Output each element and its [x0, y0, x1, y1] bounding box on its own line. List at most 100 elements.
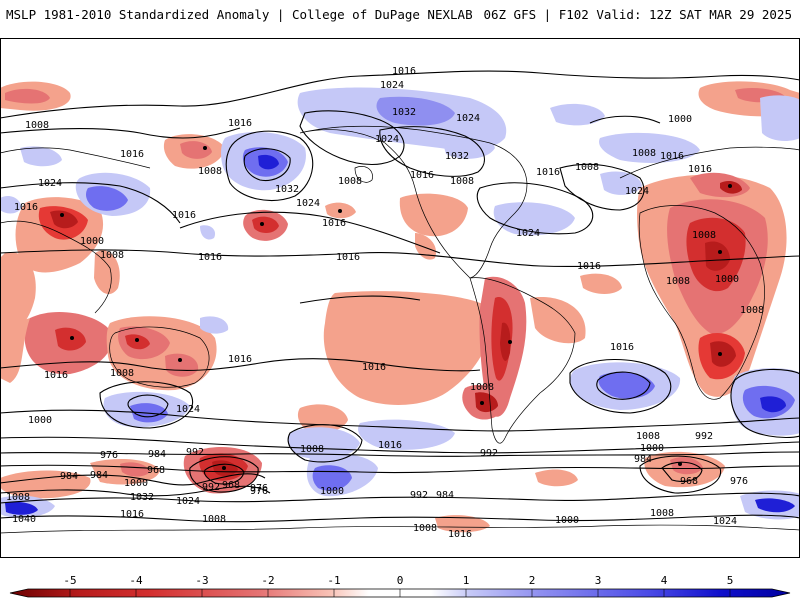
isobar-label: 1016 — [336, 252, 360, 263]
isobar-label: 1024 — [176, 404, 200, 415]
isobar-label: 1008 — [100, 250, 124, 261]
isobar-label: 984 — [90, 470, 108, 481]
isobar-label: 1016 — [448, 529, 472, 540]
isobar-label: 984 — [634, 454, 652, 465]
isobar-label: 1016 — [378, 440, 402, 451]
isobar-label: 1024 — [380, 80, 404, 91]
isobar-label: 992 — [186, 447, 204, 458]
isobar-label: 984 — [436, 490, 454, 501]
isobar-label: 1032 — [275, 184, 299, 195]
colorbar-tick-label: 1 — [463, 574, 470, 587]
isobar-label: 1032 — [392, 107, 416, 118]
isobar-label: 1024 — [176, 496, 200, 507]
isobar-contours — [0, 70, 800, 523]
isobar-label: 1008 — [6, 492, 30, 503]
colorbar-tick-label: -1 — [327, 574, 340, 587]
isobar-label: 1000 — [320, 486, 344, 497]
isobar-label: 968 — [147, 465, 165, 476]
map-panel: 1016 1024 1008 1016 1016 1008 1032 1024 … — [0, 38, 800, 558]
isobar-label: 1024 — [456, 113, 480, 124]
isobar-label: 1008 — [470, 382, 494, 393]
isobar-label: 976 — [250, 483, 268, 494]
isobar-label: 1008 — [202, 514, 226, 525]
isobar-label: 1008 — [650, 508, 674, 519]
isobar-label: 984 — [60, 471, 78, 482]
colorbar-tick-label: -2 — [261, 574, 274, 587]
isobar-label: 1016 — [120, 509, 144, 520]
isobar-label: 1008 — [198, 166, 222, 177]
isobar-label: 992 — [202, 482, 220, 493]
isobar-label: 1016 — [610, 342, 634, 353]
isobar-label: 1008 — [413, 523, 437, 534]
isobar-label: 1000 — [715, 274, 739, 285]
colorbar: -5 -4 -3 -2 -1 0 1 2 3 4 5 — [9, 570, 791, 600]
isobar-label: 1000 — [555, 515, 579, 526]
isobar-label: 992 — [410, 490, 428, 501]
isobar-label: 1016 — [688, 164, 712, 175]
isobar-label: 1008 — [575, 162, 599, 173]
isobar-label: 984 — [148, 449, 166, 460]
isobar-label: 1016 — [362, 362, 386, 373]
isobar-label: 1000 — [668, 114, 692, 125]
isobar-label: 1008 — [636, 431, 660, 442]
isobar-label: 1024 — [625, 186, 649, 197]
isobar-label: 1000 — [80, 236, 104, 247]
isobar-label: 1040 — [12, 514, 36, 525]
positive-anomaly-shading — [0, 87, 800, 520]
isobar-label: 1008 — [25, 120, 49, 131]
isobar-label: 1000 — [124, 478, 148, 489]
isobar-label: 1008 — [110, 368, 134, 379]
isobar-label: 1016 — [536, 167, 560, 178]
isobar-label: 1024 — [296, 198, 320, 209]
coastlines — [0, 125, 800, 534]
isobar-label: 1016 — [660, 151, 684, 162]
isobar-label: 1016 — [322, 218, 346, 229]
isobar-label: 1016 — [198, 252, 222, 263]
isobar-label: 1008 — [300, 444, 324, 455]
colorbar-tick-label: 4 — [661, 574, 668, 587]
isobar-label: 1024 — [38, 178, 62, 189]
pressure-center-marks — [60, 146, 732, 470]
map-title: MSLP 1981-2010 Standardized Anomaly | Co… — [6, 7, 473, 22]
isobar-label: 1016 — [44, 370, 68, 381]
isobar-label: 1008 — [338, 176, 362, 187]
isobar-label: 1016 — [120, 149, 144, 160]
colorbar-tick-label: 3 — [595, 574, 602, 587]
isobar-label: 976 — [250, 486, 268, 497]
isobar-label: 1008 — [632, 148, 656, 159]
isobar-label: 976 — [100, 450, 118, 461]
isobar-label: 1032 — [130, 492, 154, 503]
isobar-label: 1024 — [375, 134, 399, 145]
isobar-label: 1016 — [14, 202, 38, 213]
isobar-label: 968 — [222, 480, 240, 491]
colorbar-tick-label: -4 — [129, 574, 143, 587]
colorbar-ticks: -5 -4 -3 -2 -1 0 1 2 3 4 5 — [63, 574, 733, 597]
isobar-label: 1016 — [172, 210, 196, 221]
isobar-label: 1008 — [692, 230, 716, 241]
isobar-label: 1000 — [640, 443, 664, 454]
colorbar-tick-label: -5 — [63, 574, 76, 587]
colorbar-graphic: -5 -4 -3 -2 -1 0 1 2 3 4 5 — [9, 574, 791, 598]
valid-time-label: 06Z GFS | F102 Valid: 12Z SAT MAR 29 202… — [483, 7, 792, 22]
isobar-label: 992 — [480, 448, 498, 459]
isobar-label: 1024 — [516, 228, 540, 239]
isobar-label: 1024 — [713, 516, 737, 527]
negative-anomaly-shading — [0, 81, 800, 533]
isobar-label: 1000 — [28, 415, 52, 426]
isobar-labels: 1016 1024 1008 1016 1016 1008 1032 1024 … — [6, 66, 764, 540]
header: MSLP 1981-2010 Standardized Anomaly | Co… — [0, 0, 800, 30]
isobar-label: 1016 — [392, 66, 416, 77]
isobar-label: 1008 — [666, 276, 690, 287]
isobar-label: 1008 — [740, 305, 764, 316]
isobar-label: 1016 — [577, 261, 601, 272]
colorbar-tick-label: 2 — [529, 574, 536, 587]
colorbar-tick-label: -3 — [195, 574, 208, 587]
isobar-label: 968 — [680, 476, 698, 487]
isobar-label: 1016 — [410, 170, 434, 181]
colorbar-tick-label: 5 — [727, 574, 734, 587]
colorbar-tick-label: 0 — [397, 574, 404, 587]
isobar-label: 1016 — [228, 118, 252, 129]
anomaly-map: 1016 1024 1008 1016 1016 1008 1032 1024 … — [0, 38, 800, 558]
isobar-label: 1016 — [228, 354, 252, 365]
isobar-label: 976 — [730, 476, 748, 487]
